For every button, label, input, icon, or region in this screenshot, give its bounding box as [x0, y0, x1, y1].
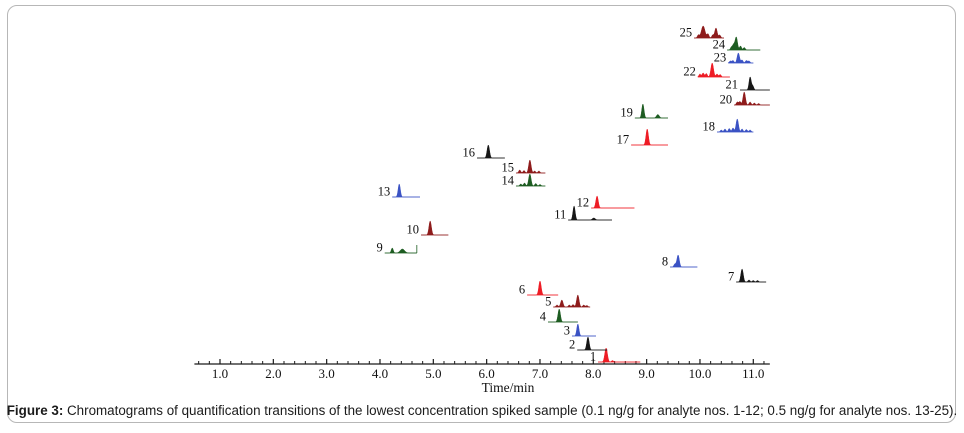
- trace-number-label: 21: [725, 78, 738, 92]
- trace-7: 7: [728, 268, 767, 284]
- figure-caption-text: Chromatograms of quantification transiti…: [63, 403, 958, 418]
- trace-peaks: [527, 280, 559, 296]
- x-axis-tick-label: 5.0: [425, 366, 441, 381]
- trace-18: 18: [703, 118, 754, 134]
- trace-number-label: 16: [463, 146, 476, 160]
- figure-caption: Figure 3: Chromatograms of quantificatio…: [0, 403, 964, 418]
- trace-number-label: 19: [620, 106, 633, 120]
- trace-number-label: 1: [590, 350, 596, 364]
- trace-24: 24: [713, 36, 761, 52]
- trace-peaks: [384, 247, 417, 254]
- trace-number-label: 8: [662, 255, 668, 269]
- trace-22: 22: [683, 62, 730, 79]
- trace-peaks: [736, 268, 767, 283]
- trace-number-label: 25: [680, 26, 693, 40]
- trace-6: 6: [519, 280, 559, 297]
- trace-number-label: 7: [728, 270, 734, 284]
- trace-peaks: [631, 128, 668, 146]
- trace-peaks: [727, 52, 754, 64]
- trace-number-label: 11: [554, 208, 566, 222]
- trace-number-label: 24: [713, 38, 726, 52]
- trace-number-label: 18: [703, 120, 716, 134]
- trace-peaks: [421, 220, 449, 236]
- trace-peaks: [634, 103, 668, 119]
- trace-number-label: 20: [720, 93, 733, 107]
- trace-peaks: [477, 144, 505, 159]
- trace-17: 17: [617, 128, 668, 147]
- x-axis-tick-label: 8.0: [585, 366, 601, 381]
- trace-3: 3: [564, 324, 596, 338]
- x-axis-tick-label: 7.0: [532, 366, 548, 381]
- trace-5: 5: [545, 294, 591, 309]
- trace-peaks: [568, 205, 612, 221]
- trace-16: 16: [463, 144, 505, 160]
- trace-11: 11: [554, 205, 612, 222]
- x-axis-tick-label: 2.0: [265, 366, 281, 381]
- trace-peaks: [727, 36, 761, 51]
- figure-border-box: [7, 5, 956, 423]
- x-axis-tick-label: 6.0: [479, 366, 495, 381]
- trace-number-label: 3: [564, 324, 570, 338]
- trace-number-label: 5: [545, 295, 551, 309]
- trace-peaks: [572, 323, 596, 337]
- trace-peaks: [553, 294, 591, 308]
- trace-4: 4: [540, 308, 578, 324]
- trace-14: 14: [501, 173, 546, 188]
- trace-number-label: 12: [577, 196, 590, 210]
- trace-peaks: [697, 62, 730, 78]
- trace-1: 1: [590, 347, 641, 364]
- trace-peaks: [740, 76, 770, 91]
- trace-number-label: 13: [378, 185, 391, 199]
- trace-peaks: [577, 336, 608, 351]
- trace-number-label: 4: [540, 310, 547, 324]
- trace-peaks: [548, 308, 578, 323]
- x-axis-tick-label: 3.0: [319, 366, 335, 381]
- trace-number-label: 2: [569, 338, 575, 352]
- x-axis-tick-label: 1.0: [212, 366, 228, 381]
- trace-peaks: [598, 347, 641, 363]
- chromatogram-canvas: 1.0 2.0 3.0 4.0 5.0 6.0 7.0 8.0 9.0 10.0 11.0 Time/…: [194, 26, 770, 395]
- trace-peaks: [733, 91, 770, 106]
- trace-23: 23: [714, 51, 754, 65]
- trace-peaks: [694, 25, 724, 39]
- trace-number-label: 14: [501, 174, 514, 188]
- trace-number-label: 22: [683, 65, 696, 79]
- trace-peaks: [591, 195, 635, 209]
- trace-20: 20: [720, 91, 770, 107]
- trace-peaks: [392, 183, 420, 198]
- trace-peaks: [516, 173, 546, 187]
- trace-number-label: 23: [714, 51, 727, 65]
- trace-13: 13: [378, 183, 420, 199]
- x-axis-tick-label: 11.0: [742, 366, 764, 381]
- trace-19: 19: [620, 103, 668, 120]
- trace-12: 12: [577, 196, 635, 210]
- trace-number-label: 6: [519, 283, 525, 297]
- trace-peaks: [717, 118, 754, 133]
- x-axis-tick-label: 10.0: [689, 366, 712, 381]
- trace-9: 9: [377, 241, 418, 255]
- trace-number-label: 9: [377, 241, 383, 255]
- trace-25: 25: [680, 26, 724, 40]
- trace-number-label: 10: [407, 223, 420, 237]
- trace-peaks: [515, 159, 546, 174]
- figure-caption-label: Figure 3:: [6, 403, 64, 418]
- x-axis: 1.0 2.0 3.0 4.0 5.0 6.0 7.0 8.0 9.0 10.0 11.0 Time/…: [194, 359, 770, 395]
- trace-number-label: 17: [617, 133, 630, 147]
- x-axis-title: Time/min: [482, 380, 535, 395]
- trace-21: 21: [725, 76, 770, 92]
- x-axis-tick-label: 4.0: [372, 366, 388, 381]
- trace-2: 2: [569, 336, 608, 352]
- trace-8: 8: [662, 254, 698, 269]
- trace-10: 10: [407, 220, 449, 237]
- trace-peaks: [670, 254, 698, 268]
- trace-15: 15: [501, 159, 546, 175]
- x-axis-tick-label: 9.0: [639, 366, 655, 381]
- trace-number-label: 15: [501, 161, 514, 175]
